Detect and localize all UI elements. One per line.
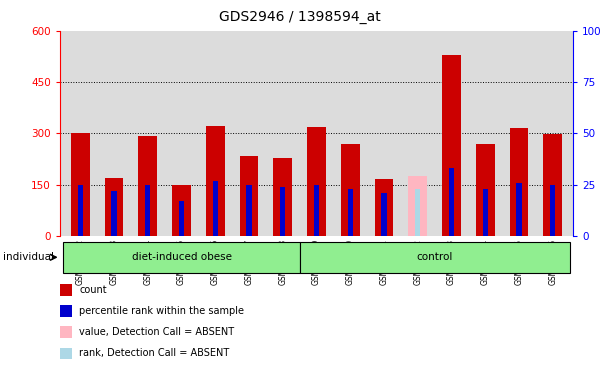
- Bar: [544, 134, 562, 236]
- Bar: [274, 158, 292, 236]
- Text: GDS2946 / 1398594_at: GDS2946 / 1398594_at: [219, 10, 381, 23]
- Bar: [307, 127, 326, 236]
- Bar: [64, 242, 299, 273]
- Bar: [71, 133, 89, 236]
- Bar: [442, 55, 461, 236]
- Bar: [206, 126, 224, 236]
- Bar: [299, 242, 569, 273]
- Bar: [449, 168, 454, 236]
- Bar: [139, 136, 157, 236]
- Bar: [240, 156, 258, 236]
- Bar: [247, 185, 251, 236]
- Bar: [375, 179, 393, 236]
- Text: diet-induced obese: diet-induced obese: [131, 252, 232, 262]
- Bar: [179, 201, 184, 236]
- Bar: [517, 183, 521, 236]
- Bar: [415, 189, 420, 236]
- Bar: [172, 185, 191, 236]
- Bar: [112, 191, 116, 236]
- Text: rank, Detection Call = ABSENT: rank, Detection Call = ABSENT: [79, 348, 229, 358]
- Bar: [476, 144, 494, 236]
- Bar: [213, 181, 218, 236]
- Text: control: control: [416, 252, 453, 262]
- Bar: [550, 185, 555, 236]
- Text: percentile rank within the sample: percentile rank within the sample: [79, 306, 244, 316]
- Bar: [409, 176, 427, 236]
- Text: count: count: [79, 285, 107, 295]
- Text: individual: individual: [3, 252, 54, 262]
- Text: value, Detection Call = ABSENT: value, Detection Call = ABSENT: [79, 327, 235, 337]
- Bar: [314, 185, 319, 236]
- Bar: [382, 193, 386, 236]
- Bar: [280, 187, 285, 236]
- Bar: [483, 189, 488, 236]
- Bar: [105, 178, 123, 236]
- Bar: [348, 189, 353, 236]
- Bar: [341, 144, 359, 236]
- Bar: [145, 185, 150, 236]
- Bar: [510, 128, 528, 236]
- Bar: [78, 185, 83, 236]
